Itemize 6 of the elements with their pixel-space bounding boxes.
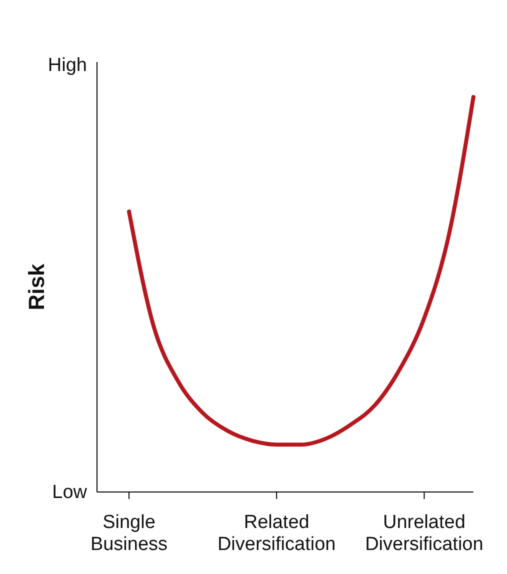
x-tick-label: Single Business [90,512,168,555]
x-tick-label: Unrelated Diversification [365,512,484,555]
y-axis-title: Risk [24,263,49,310]
text: High [48,55,87,76]
x-tick-label: Related Diversification [217,512,336,555]
text: Low [52,482,88,503]
